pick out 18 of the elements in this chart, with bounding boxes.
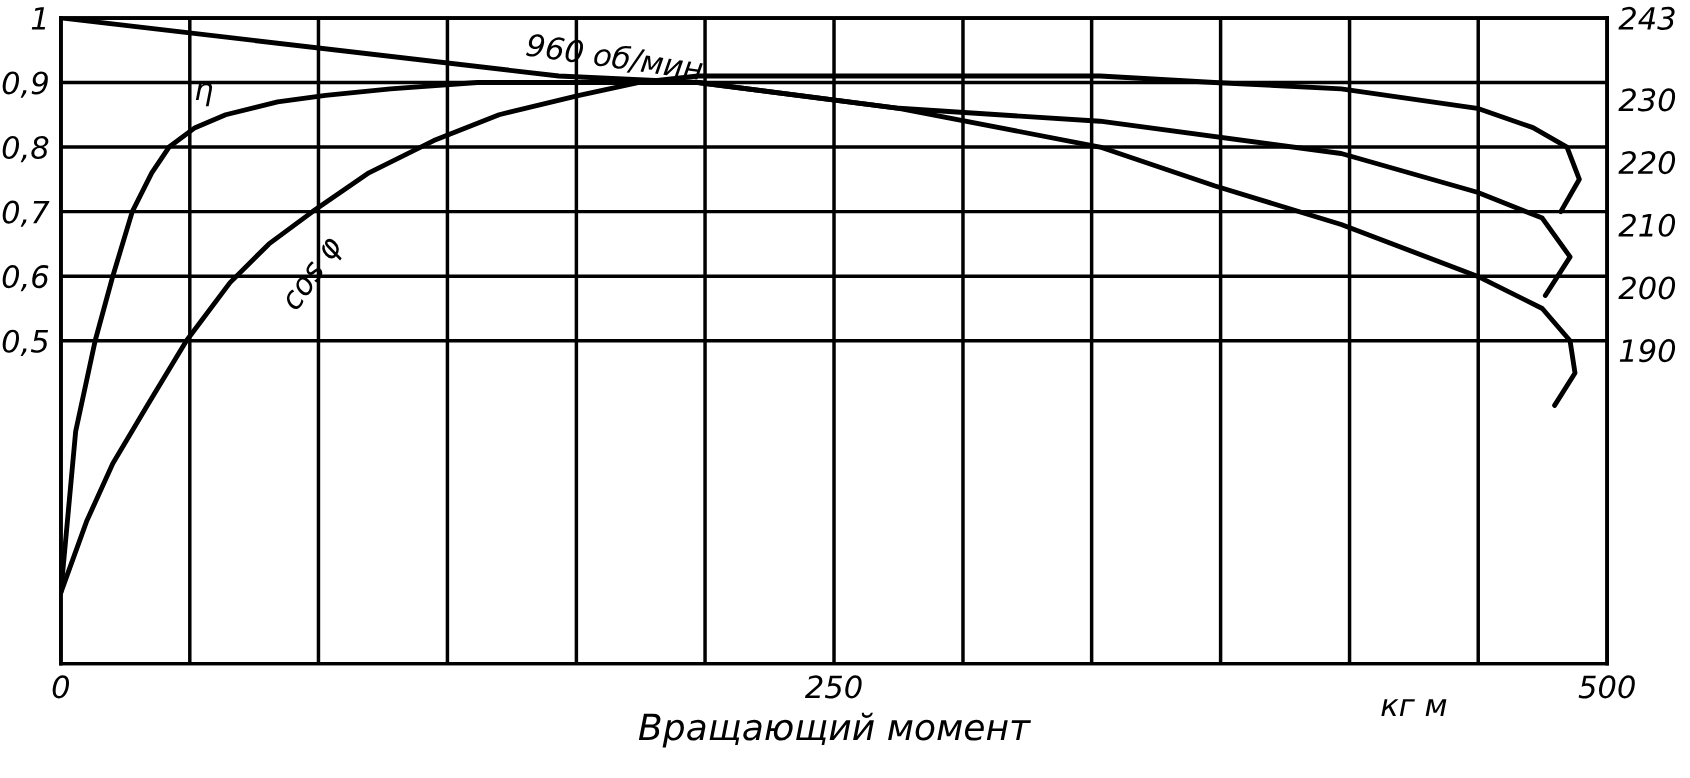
- y2-tick-label: 243: [1618, 6, 1675, 30]
- text: 960 об/мин: [525, 31, 704, 83]
- y2-tick-label: 220: [1618, 151, 1676, 175]
- y2-tick-label: 190: [1619, 339, 1676, 363]
- x-tick-label: 0: [52, 675, 70, 699]
- y2-tick-label: 230: [1618, 88, 1676, 112]
- y2-tick-label: 200: [1618, 276, 1676, 300]
- y-tick-label: 0,9: [2, 71, 48, 98]
- x-axis-title: Вращающий момент: [638, 712, 1031, 748]
- x-tick-label: 250: [804, 675, 862, 699]
- text: кг м: [1381, 699, 1447, 716]
- y-tick-label: 0,8: [2, 135, 49, 163]
- y-tick-label: 0,7: [2, 200, 50, 227]
- y-tick-label: 1: [31, 7, 46, 30]
- x-tick-label: 500: [1578, 675, 1635, 699]
- y-tick-label: 0,6: [2, 265, 49, 292]
- y-tick-label: 0,5: [2, 329, 49, 356]
- y2-tick-label: 210: [1618, 213, 1676, 237]
